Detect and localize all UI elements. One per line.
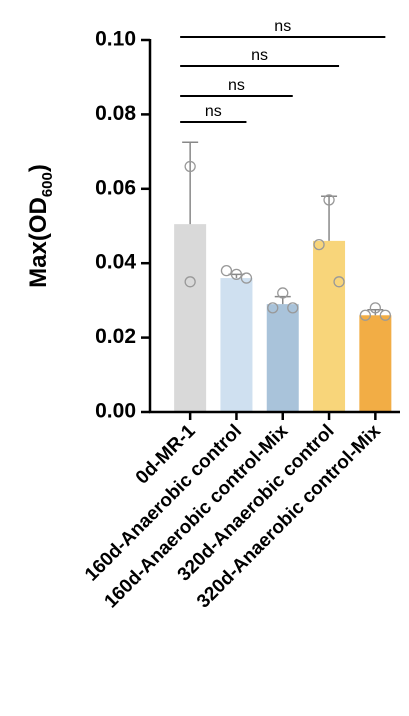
x-tick-label: 160d-Anaerobic control-Mix [101, 420, 293, 612]
y-tick-label: 0.06 [95, 176, 136, 199]
data-point [230, 268, 243, 281]
data-point [323, 194, 335, 206]
bar [174, 224, 207, 412]
y-tick-label: 0.08 [95, 102, 136, 125]
significance-label: ns [205, 103, 222, 120]
y-tick-label: 0.10 [95, 28, 136, 51]
bar [220, 278, 253, 412]
y-tick-label: 0.02 [95, 325, 136, 348]
data-point [267, 302, 279, 314]
bar [266, 304, 299, 412]
y-tick-label: 0.00 [95, 400, 136, 423]
bar [359, 315, 392, 412]
data-point [287, 302, 299, 314]
bar [313, 240, 346, 412]
data-point [184, 160, 196, 173]
y-label-sub: 600 [39, 172, 56, 197]
data-point [184, 276, 196, 288]
y-label-main: Max(OD [25, 197, 52, 288]
data-point [313, 238, 325, 251]
data-point [359, 309, 372, 321]
data-point [277, 287, 289, 299]
significance-label: ns [251, 47, 268, 64]
data-point [220, 264, 233, 277]
data-point [333, 276, 345, 288]
y-tick-label: 0.04 [95, 251, 136, 274]
significance-label: ns [274, 18, 291, 35]
significance-label: ns [228, 77, 245, 94]
y-axis-label: Max(OD600) [25, 164, 56, 288]
data-point [240, 272, 253, 284]
y-label-close: ) [25, 164, 52, 172]
data-point [369, 302, 382, 314]
data-point [379, 309, 392, 321]
